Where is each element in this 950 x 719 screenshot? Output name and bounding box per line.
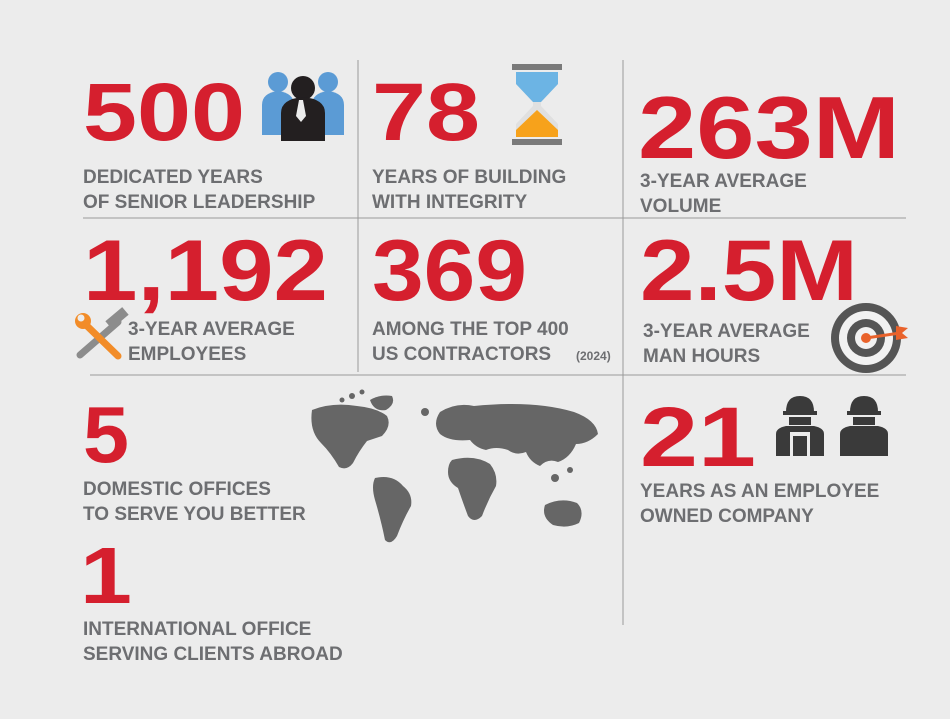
stat-caption: VOLUME: [640, 196, 721, 217]
stat-caption: AMONG THE TOP 400: [372, 319, 569, 340]
stat-caption: 3-YEAR AVERAGE: [128, 319, 295, 340]
target-icon: [831, 303, 908, 373]
workers-icon: [776, 396, 888, 456]
tools-icon: [75, 307, 129, 360]
stat-number: 1,192: [83, 223, 328, 319]
world-map-icon: [311, 389, 598, 543]
hourglass-icon: [512, 64, 562, 145]
stat-caption: SERVING CLIENTS ABROAD: [83, 644, 343, 665]
stat-number: 369: [372, 223, 527, 319]
stat-caption: MAN HOURS: [643, 346, 760, 367]
stat-caption: DOMESTIC OFFICES: [83, 479, 271, 500]
stat-caption: 3-YEAR AVERAGE: [643, 321, 810, 342]
stat-caption: US CONTRACTORS: [372, 344, 551, 365]
stat-note: (2024): [576, 349, 611, 363]
stat-number: 500: [83, 67, 245, 158]
stat-caption: INTERNATIONAL OFFICE: [83, 619, 311, 640]
stat-caption: DEDICATED YEARS: [83, 167, 263, 188]
dividers: [83, 60, 906, 625]
stat-number: 5: [83, 390, 129, 479]
stat-caption: OF SENIOR LEADERSHIP: [83, 192, 316, 213]
stat-caption: EMPLOYEES: [128, 344, 246, 365]
stat-caption: YEARS AS AN EMPLOYEE: [640, 481, 879, 502]
stat-caption: TO SERVE YOU BETTER: [83, 504, 306, 525]
stat-caption: YEARS OF BUILDING: [372, 167, 566, 188]
stat-caption: 3-YEAR AVERAGE: [640, 171, 807, 192]
stat-number: 2.5M: [640, 223, 858, 319]
stat-number: 78: [372, 67, 480, 158]
stat-caption: WITH INTEGRITY: [372, 192, 527, 213]
stat-number: 1: [80, 531, 132, 620]
stat-number: 263M: [638, 78, 900, 177]
leadership-icon: [262, 72, 344, 141]
stat-caption: OWNED COMPANY: [640, 506, 814, 527]
stat-number: 21: [640, 390, 756, 484]
